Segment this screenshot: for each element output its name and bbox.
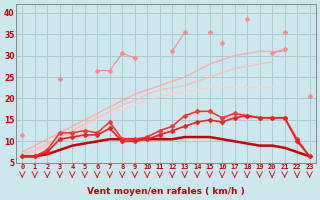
X-axis label: Vent moyen/en rafales ( km/h ): Vent moyen/en rafales ( km/h ) (87, 187, 245, 196)
